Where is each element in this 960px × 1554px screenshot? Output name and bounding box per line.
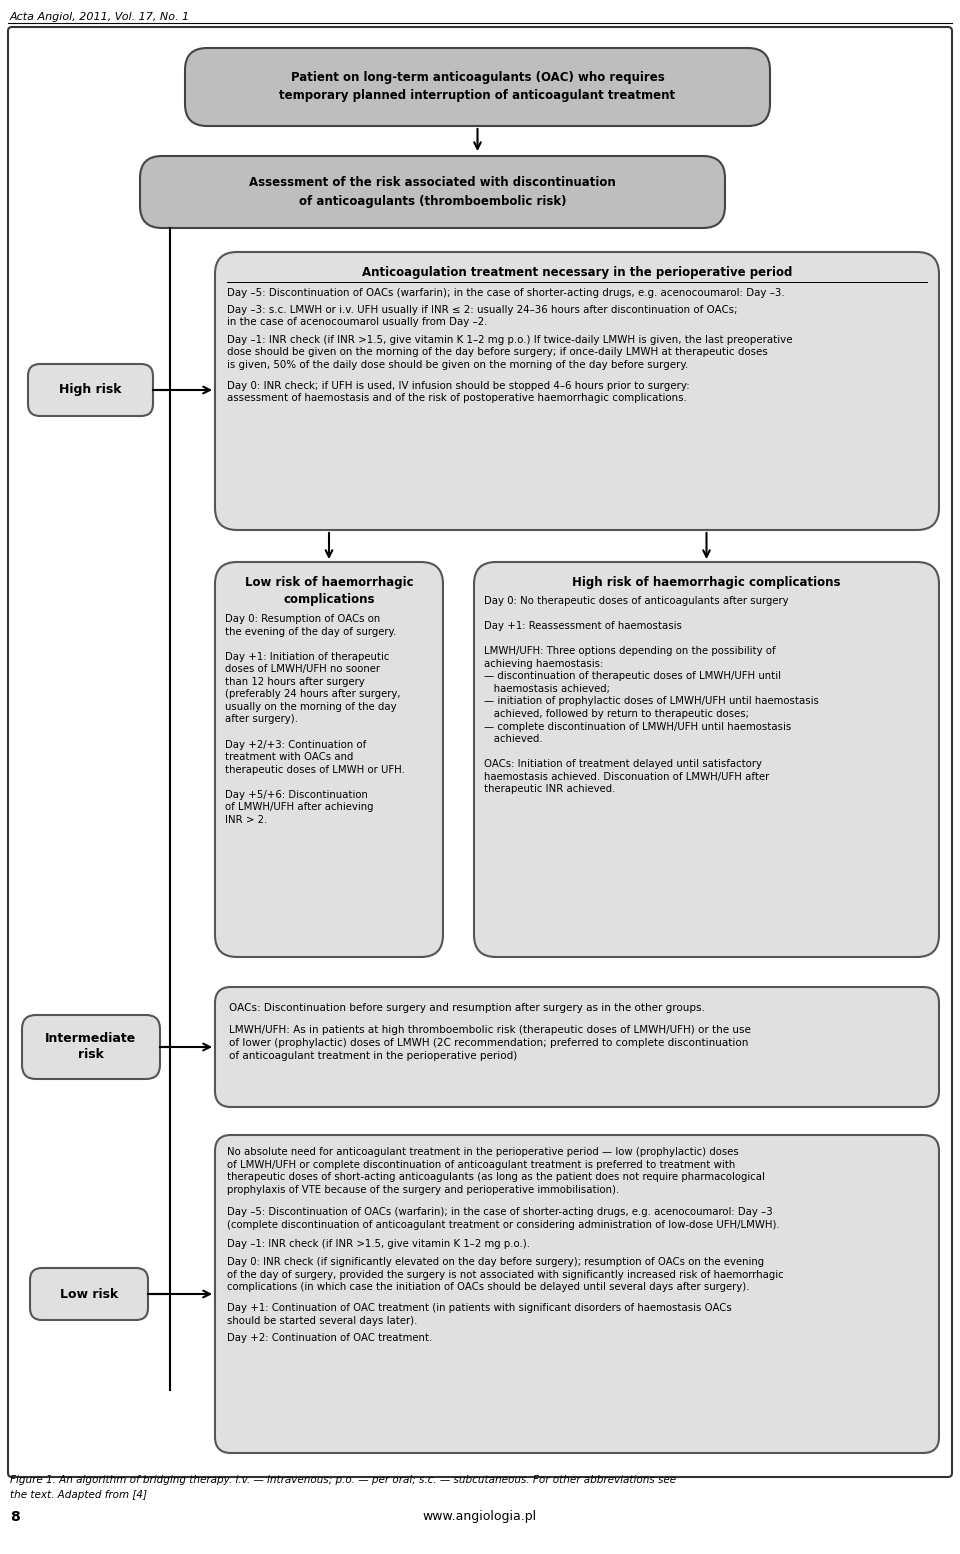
Text: No absolute need for anticoagulant treatment in the perioperative period — low (: No absolute need for anticoagulant treat… [227,1147,765,1195]
Text: High risk: High risk [60,384,122,396]
Text: OACs: Discontinuation before surgery and resumption after surgery as in the othe: OACs: Discontinuation before surgery and… [229,1002,705,1013]
Text: Patient on long-term anticoagulants (OAC) who requires
temporary planned interru: Patient on long-term anticoagulants (OAC… [279,71,676,103]
Text: Day –1: INR check (if INR >1.5, give vitamin K 1–2 mg p.o.).: Day –1: INR check (if INR >1.5, give vit… [227,1239,530,1249]
Text: LMWH/UFH: As in patients at high thromboembolic risk (therapeutic doses of LMWH/: LMWH/UFH: As in patients at high thrombo… [229,1026,751,1060]
Text: Assessment of the risk associated with discontinuation
of anticoagulants (thromb: Assessment of the risk associated with d… [250,177,616,208]
Text: Day 0: INR check; if UFH is used, IV infusion should be stopped 4–6 hours prior : Day 0: INR check; if UFH is used, IV inf… [227,381,689,404]
Text: Day +2: Continuation of OAC treatment.: Day +2: Continuation of OAC treatment. [227,1333,432,1343]
FancyBboxPatch shape [474,563,939,957]
Text: Day –5: Discontinuation of OACs (warfarin); in the case of shorter-acting drugs,: Day –5: Discontinuation of OACs (warfari… [227,1207,780,1229]
Text: Low risk: Low risk [60,1288,118,1301]
Text: Day –3: s.c. LMWH or i.v. UFH usually if INR ≤ 2: usually 24–36 hours after disc: Day –3: s.c. LMWH or i.v. UFH usually if… [227,305,737,328]
FancyBboxPatch shape [185,48,770,126]
FancyBboxPatch shape [215,1134,939,1453]
Text: Low risk of haemorrhagic
complications: Low risk of haemorrhagic complications [245,577,414,606]
FancyBboxPatch shape [28,364,153,416]
FancyBboxPatch shape [22,1015,160,1078]
Text: the text. Adapted from [4]: the text. Adapted from [4] [10,1490,147,1500]
Text: 8: 8 [10,1510,20,1524]
Text: Day 0: Resumption of OACs on
the evening of the day of surgery.

Day +1: Initiat: Day 0: Resumption of OACs on the evening… [225,614,405,825]
Text: Day +1: Continuation of OAC treatment (in patients with significant disorders of: Day +1: Continuation of OAC treatment (i… [227,1302,732,1326]
Text: Day –5: Discontinuation of OACs (warfarin); in the case of shorter-acting drugs,: Day –5: Discontinuation of OACs (warfari… [227,287,784,298]
Text: www.angiologia.pl: www.angiologia.pl [423,1510,537,1523]
Text: Acta Angiol, 2011, Vol. 17, No. 1: Acta Angiol, 2011, Vol. 17, No. 1 [10,12,190,22]
Text: Day 0: INR check (if significantly elevated on the day before surgery); resumpti: Day 0: INR check (if significantly eleva… [227,1257,783,1291]
Text: Figure 1. An algorithm of bridging therapy. i.v. — intravenous; p.o. — per oral;: Figure 1. An algorithm of bridging thera… [10,1475,676,1486]
Text: Day 0: No therapeutic doses of anticoagulants after surgery

Day +1: Reassessmen: Day 0: No therapeutic doses of anticoagu… [484,597,819,794]
FancyBboxPatch shape [8,26,952,1476]
FancyBboxPatch shape [215,563,443,957]
Text: Day –1: INR check (if INR >1.5, give vitamin K 1–2 mg p.o.) If twice-daily LMWH : Day –1: INR check (if INR >1.5, give vit… [227,336,793,370]
FancyBboxPatch shape [215,252,939,530]
Text: High risk of haemorrhagic complications: High risk of haemorrhagic complications [572,577,841,589]
Text: Intermediate
risk: Intermediate risk [45,1032,136,1061]
Text: Anticoagulation treatment necessary in the perioperative period: Anticoagulation treatment necessary in t… [362,266,792,280]
FancyBboxPatch shape [140,155,725,228]
FancyBboxPatch shape [215,987,939,1106]
FancyBboxPatch shape [30,1268,148,1319]
